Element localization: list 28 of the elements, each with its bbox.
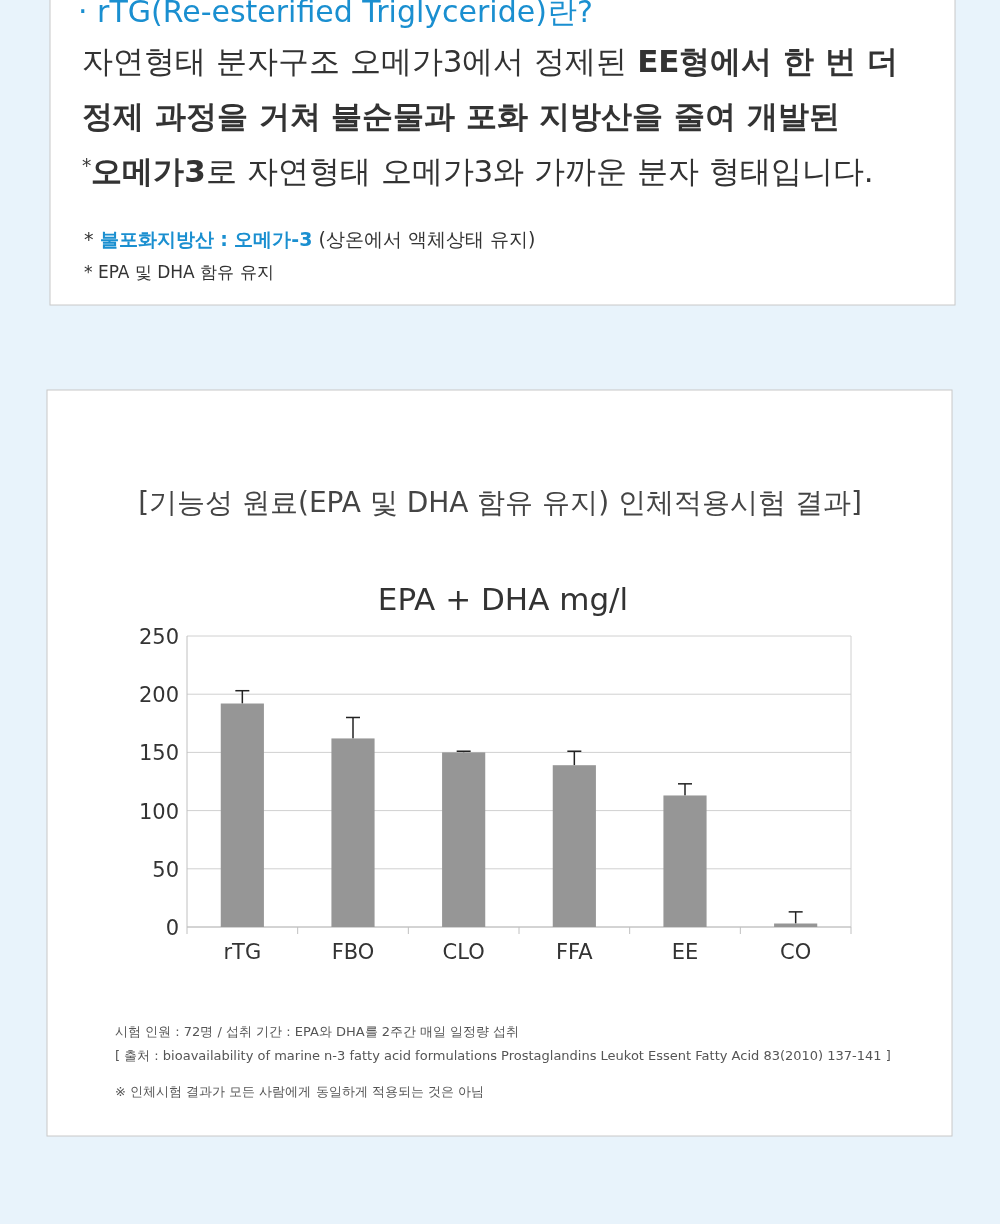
bar <box>331 738 375 927</box>
y-tick-label: 200 <box>138 683 179 708</box>
text: 정제 과정을 거쳐 불순물과 포화 지방산을 줄여 개발된 <box>82 98 840 134</box>
bar <box>552 765 596 927</box>
chart-title: [기능성 원료(EPA 및 DHA 함유 유지) 인체적용시험 결과] <box>138 486 862 519</box>
x-tick-label: EE <box>671 940 699 964</box>
bar <box>442 752 486 927</box>
bar <box>663 795 707 927</box>
text: [ 출처 : bioavailability of marine n-3 fatty acid formulations Prostaglandins Leukot Essent Fatty Acid 83(2010) 137-141 ] <box>115 1048 891 1063</box>
y-tick-label: 50 <box>152 857 179 882</box>
x-tick-label: FBO <box>331 940 375 964</box>
text: · rTG(Re-esterified Triglyceride)란? <box>78 0 593 29</box>
text: *불포화지방산 : 오메가-3 (상온에서 액체상태 유지) <box>84 228 536 250</box>
x-tick-label: rTG <box>223 940 262 964</box>
text: 시험 인원 : 72명 / 섭취 기간 : EPA와 DHA를 2주간 매일 일정량 섭취 <box>115 1024 520 1039</box>
x-tick-label: CLO <box>442 940 485 964</box>
y-tick-label: 250 <box>138 625 179 649</box>
x-tick-label: FFA <box>556 940 594 964</box>
text: * EPA 및 DHA 함유 유지 <box>84 262 274 282</box>
bar <box>220 703 264 927</box>
y-tick-label: 0 <box>165 916 179 940</box>
y-tick-label: 150 <box>138 741 179 766</box>
chart-subtitle: EPA + DHA mg/l <box>377 581 629 617</box>
y-tick-label: 100 <box>138 799 179 824</box>
x-tick-label: CO <box>780 940 812 964</box>
text: $^{*}$오메가3로 자연형태 오메가3와 가까운 분자 형태입니다. <box>82 153 874 189</box>
text: 자연형태 분자구조 오메가3에서 정제된 EE형에서 한 번 더 <box>82 43 898 79</box>
text: ※ 인체시험 결과가 모든 사람에게 동일하게 적용되는 것은 아님 <box>115 1084 484 1099</box>
